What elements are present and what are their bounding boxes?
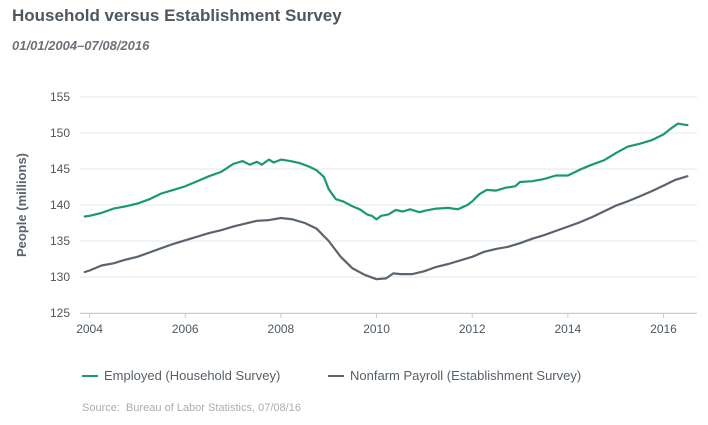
y-tick-label-140: 140 (50, 198, 70, 212)
series-line-household (83, 122, 689, 221)
legend-label-establishment: Nonfarm Payroll (Establishment Survey) (350, 368, 582, 383)
y-tick-label-145: 145 (50, 162, 70, 176)
chart-title: Household versus Establishment Survey (12, 6, 342, 25)
chart-subtitle: 01/01/2004–07/08/2016 (12, 38, 150, 53)
x-tick-label-2006: 2006 (172, 322, 199, 336)
legend-item-establishment[interactable]: Nonfarm Payroll (Establishment Survey) (328, 368, 581, 383)
x-tick-label-2010: 2010 (363, 322, 390, 336)
x-tick-label-2004: 2004 (76, 322, 103, 336)
y-axis-label: People (millions) (14, 153, 29, 257)
x-tick-label-2012: 2012 (459, 322, 486, 336)
source-note: Source: Bureau of Labor Statistics, 07/0… (82, 402, 301, 414)
y-tick-label-130: 130 (50, 270, 70, 284)
x-tick-label-2008: 2008 (268, 322, 295, 336)
x-tick-label-2016: 2016 (650, 322, 677, 336)
y-tick-label-150: 150 (50, 126, 70, 140)
legend-swatch-household (82, 374, 98, 377)
series-line-establishment (83, 175, 689, 281)
line-chart: 125 130 135 140 145 150 155 2004 2006 2008 2010 201… (14, 90, 697, 336)
y-tick-label-135: 135 (50, 234, 70, 248)
legend-swatch-establishment (328, 374, 344, 377)
source-text: Bureau of Labor Statistics, 07/08/16 (126, 402, 301, 414)
y-tick-label-155: 155 (50, 90, 70, 104)
legend-item-household[interactable]: Employed (Household Survey) (82, 368, 280, 383)
x-tick-label-2014: 2014 (555, 322, 582, 336)
y-tick-label-125: 125 (50, 306, 70, 320)
source-label: Source: (82, 402, 120, 414)
legend-label-household: Employed (Household Survey) (104, 368, 281, 383)
